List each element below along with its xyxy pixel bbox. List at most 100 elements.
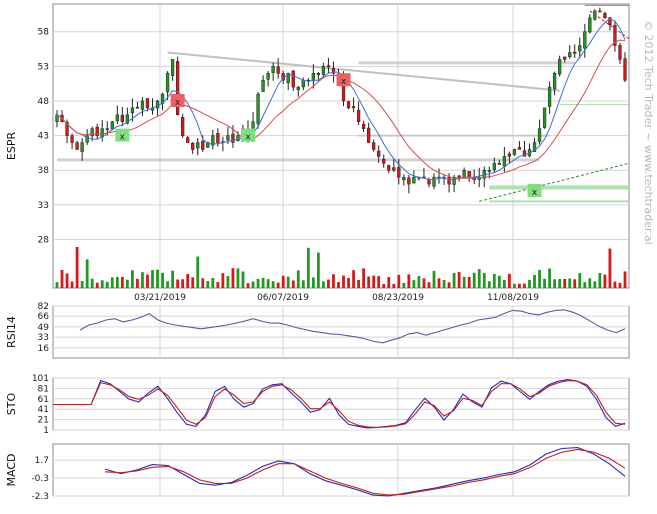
volume-bar (538, 269, 541, 288)
volume-bar (141, 272, 144, 288)
volume-bar (166, 281, 169, 288)
volume-bar (578, 273, 582, 288)
date-tick-label: 03/21/2019 (134, 293, 186, 303)
candle-body (321, 66, 326, 75)
volume-bar (311, 277, 315, 288)
candle-body (201, 141, 205, 150)
candle-body (462, 169, 466, 178)
volume-bar (236, 268, 240, 288)
candle-body (397, 167, 401, 178)
volume-bar (548, 268, 551, 288)
volume-bar (437, 278, 441, 288)
volume-bar (286, 276, 290, 288)
price-tick-label: 33 (38, 201, 49, 211)
candle-body (105, 128, 109, 131)
sell-signal-label: x (175, 98, 181, 108)
candle-body (80, 142, 84, 152)
volume-bar (427, 282, 431, 288)
watermark: © 2012 Tech Trader ~ www.techtrader.ai (642, 20, 655, 245)
candle-body (196, 142, 200, 149)
volume-bar (362, 268, 366, 288)
candle-body (497, 163, 501, 165)
volume-bar (221, 273, 225, 288)
candle-body (547, 86, 552, 107)
volume-bar (372, 275, 376, 288)
volume-bar (80, 280, 84, 288)
rsi14-tick-label: 66 (38, 312, 50, 322)
volume-bar (136, 278, 139, 288)
candle-body (331, 68, 336, 74)
volume-bar (568, 278, 572, 288)
volume-bar (261, 277, 265, 288)
volume-bar (588, 278, 592, 288)
volume-bar (513, 283, 516, 288)
volume-bar (291, 280, 295, 288)
buy-signal-label: x (245, 133, 251, 143)
volume-bar (266, 279, 270, 288)
volume-bar (251, 281, 255, 288)
volume-bar (357, 280, 360, 288)
price-tick-label: 43 (38, 132, 49, 142)
candle-body (125, 114, 130, 124)
volume-bar (392, 283, 396, 288)
volume-bar (301, 280, 305, 288)
price-axis-label: ESPR (5, 132, 18, 161)
volume-bar (211, 277, 215, 288)
candle-body (155, 100, 160, 109)
candle-body (271, 66, 275, 73)
date-tick-label: 08/23/2019 (372, 293, 424, 303)
date-tick-label: 06/07/2019 (257, 293, 309, 303)
candle-body (186, 137, 190, 143)
volume-bar (131, 270, 134, 288)
volume-bar (276, 282, 280, 288)
volume-bar (543, 278, 546, 288)
volume-bar (487, 281, 491, 288)
candle-body (522, 150, 527, 157)
volume-bar (176, 279, 180, 288)
candle-body (613, 25, 617, 46)
candle-body (537, 128, 542, 142)
rsi-line (79, 309, 626, 344)
volume-bar (306, 247, 310, 288)
candle-body (588, 17, 592, 33)
volume-bar (412, 280, 416, 288)
candle-body (367, 127, 371, 143)
macd-tick-label: 1.7 (35, 456, 49, 466)
candle-body (120, 114, 124, 123)
volume-bar (397, 274, 401, 288)
candle-body (623, 58, 627, 81)
support-resistance-zones (57, 4, 630, 203)
volume-bar (70, 281, 74, 288)
candle-body (286, 73, 290, 84)
macd-series (104, 447, 626, 497)
candle-body (90, 128, 94, 137)
candle-body (326, 65, 331, 68)
volume-bar (482, 272, 486, 288)
volume-bar (196, 256, 200, 288)
candle-body (95, 126, 99, 136)
volume-bar (281, 275, 285, 288)
volume-bar (467, 276, 471, 288)
volume-bars (55, 246, 627, 288)
candle-body (558, 59, 562, 75)
price-tick-label: 53 (38, 62, 49, 72)
volume-bar (110, 277, 114, 288)
candle-body (387, 165, 391, 171)
candle-body (170, 59, 175, 76)
candle-body (382, 158, 386, 164)
volume-bar (608, 248, 612, 288)
stochastic-panel (52, 377, 630, 431)
candle-body (402, 176, 406, 181)
volume-bar (206, 281, 210, 288)
candle-body (563, 56, 567, 60)
price-tick-label: 48 (38, 97, 50, 107)
candle-body (512, 149, 517, 155)
candle-body (377, 150, 381, 157)
volume-bar (367, 276, 371, 288)
sto-axis-label: STO (5, 392, 18, 415)
candle-body (266, 73, 270, 80)
rsi14-tick-label: 82 (38, 302, 49, 312)
volume-bar (216, 282, 220, 288)
volume-bar (65, 273, 69, 288)
macd-tick-label: -0.3 (31, 474, 49, 484)
